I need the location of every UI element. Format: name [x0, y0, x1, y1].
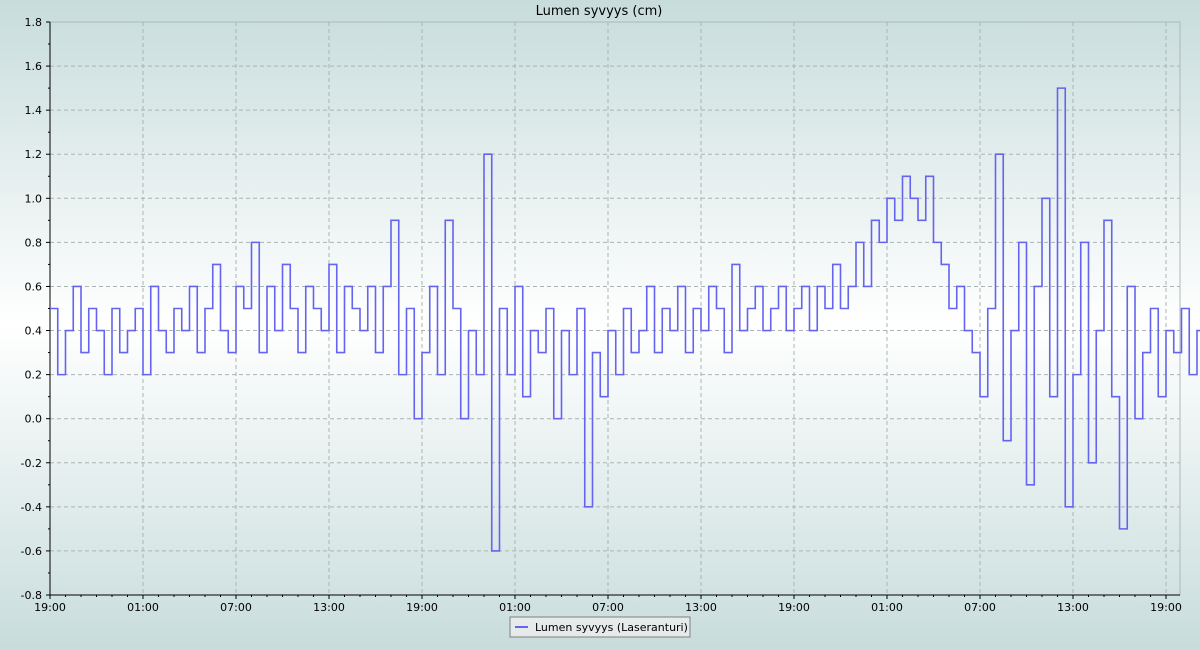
y-tick-label: -0.4: [21, 501, 42, 514]
x-tick-label: 13:00: [685, 601, 717, 614]
grid-lines: [50, 22, 1180, 595]
y-tick-label: 0.4: [25, 325, 43, 338]
y-tick-label: 1.4: [25, 104, 43, 117]
y-tick-label: 0.8: [25, 236, 43, 249]
x-tick-label: 19:00: [1150, 601, 1182, 614]
y-tick-label: 1.6: [25, 60, 43, 73]
plot-area: [50, 87, 1200, 552]
x-tick-label: 19:00: [406, 601, 438, 614]
x-tick-label: 07:00: [592, 601, 624, 614]
y-tick-label: -0.6: [21, 545, 42, 558]
x-tick-label: 01:00: [127, 601, 159, 614]
x-tick-label: 01:00: [871, 601, 903, 614]
y-tick-label: -0.2: [21, 457, 42, 470]
y-tick-label: -0.8: [21, 589, 42, 602]
x-tick-label: 01:00: [499, 601, 531, 614]
x-tick-label: 13:00: [1057, 601, 1089, 614]
y-tick-label: 0.6: [25, 280, 43, 293]
y-tick-label: 1.8: [25, 16, 43, 29]
x-tick-label: 13:00: [313, 601, 345, 614]
y-tick-label: 1.0: [25, 192, 43, 205]
legend: Lumen syvyys (Laseranturi): [509, 616, 691, 638]
y-axis-ticks: -0.8 -0.6 -0.4 -0.2 0.0 0.2 0.4 0.6 0.8 1.0 1.2 1.4…: [21, 16, 50, 602]
x-axis-ticks: 19:00 01:00 07:00 13:00 19:00 01:00 07:00 13:00…: [34, 595, 1182, 614]
legend-label: Lumen syvyys (Laseranturi): [535, 621, 688, 634]
y-tick-label: 0.2: [25, 369, 43, 382]
y-tick-label: 1.2: [25, 148, 43, 161]
chart-title: Lumen syvyys (cm): [536, 4, 663, 19]
legend-box: [509, 616, 691, 638]
y-tick-label: 0.0: [25, 413, 43, 426]
series-line: [50, 87, 1200, 552]
x-tick-label: 19:00: [34, 601, 66, 614]
x-tick-label: 07:00: [220, 601, 252, 614]
x-tick-label: 19:00: [778, 601, 810, 614]
x-tick-label: 07:00: [964, 601, 996, 614]
